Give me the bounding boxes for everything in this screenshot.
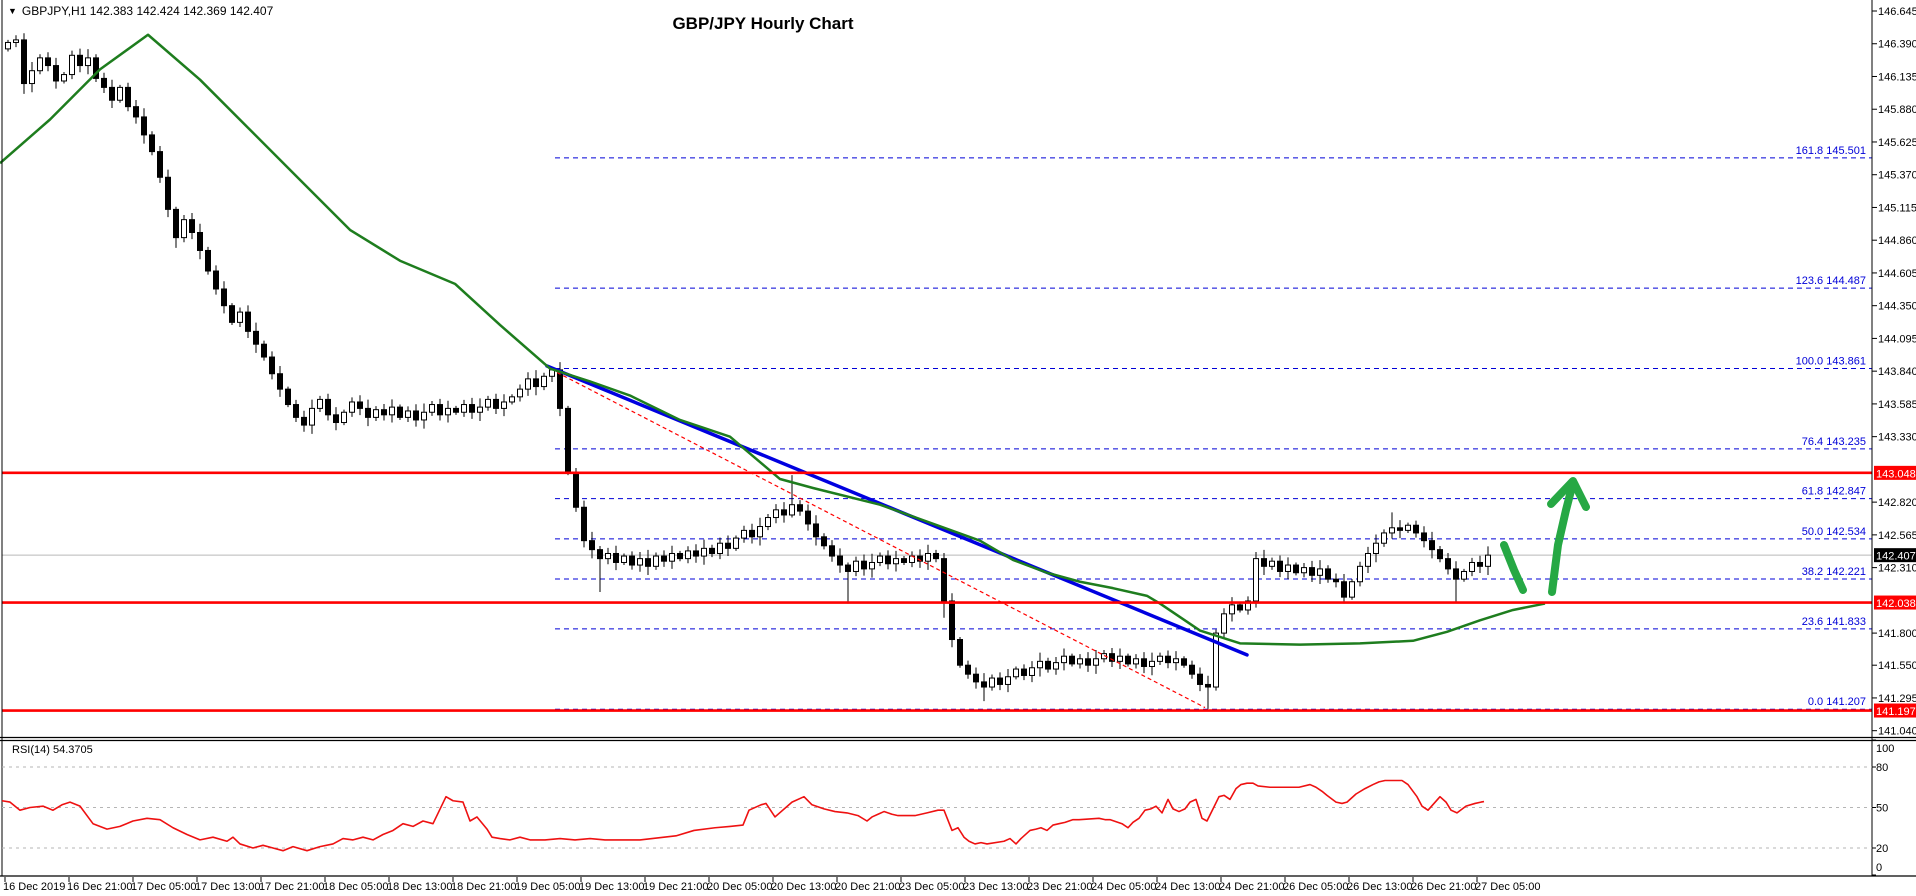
moving-average-line[interactable] bbox=[0, 33, 1546, 646]
rsi-axis-label: 50 bbox=[1876, 803, 1888, 815]
price-axis-label: 145.625 bbox=[1878, 137, 1916, 149]
date-axis-label: 17 Dec 21:00 bbox=[259, 881, 324, 893]
price-axis-label: 144.860 bbox=[1878, 235, 1916, 247]
price-axis-label: 143.330 bbox=[1878, 432, 1916, 444]
candles-layer bbox=[5, 33, 1491, 709]
date-axis-label: 27 Dec 05:00 bbox=[1475, 881, 1540, 893]
price-badge-level: 141.197 bbox=[1876, 706, 1916, 718]
price-axis-label: 146.135 bbox=[1878, 71, 1916, 83]
price-axis-label: 146.645 bbox=[1878, 6, 1916, 18]
rsi-axis-label: 80 bbox=[1876, 762, 1888, 774]
symbol-quote-text: GBPJPY,H1 142.383 142.424 142.369 142.40… bbox=[21, 4, 274, 18]
price-axis-label: 145.370 bbox=[1878, 170, 1916, 182]
date-axis-label: 20 Dec 05:00 bbox=[707, 881, 772, 893]
date-axis-label: 18 Dec 05:00 bbox=[323, 881, 388, 893]
date-axis-label: 24 Dec 05:00 bbox=[1091, 881, 1156, 893]
date-axis-label: 19 Dec 05:00 bbox=[515, 881, 580, 893]
date-axis-label: 19 Dec 13:00 bbox=[579, 881, 644, 893]
symbol-quote-line: ▼ GBPJPY,H1 142.383 142.424 142.369 142.4… bbox=[8, 4, 273, 18]
fib-level-label-76.4: 76.4 143.235 bbox=[1802, 436, 1866, 448]
date-axis-label: 23 Dec 05:00 bbox=[899, 881, 964, 893]
price-axis-label: 141.800 bbox=[1878, 628, 1916, 640]
price-badge-current-bg bbox=[1874, 548, 1916, 563]
price-axis-label: 142.820 bbox=[1878, 497, 1916, 509]
date-axis-label: 16 Dec 21:00 bbox=[67, 881, 132, 893]
date-axis-label: 26 Dec 21:00 bbox=[1411, 881, 1476, 893]
rsi-axis-label: 100 bbox=[1876, 743, 1894, 755]
date-axis-label: 18 Dec 13:00 bbox=[387, 881, 452, 893]
date-axis-label: 20 Dec 13:00 bbox=[771, 881, 836, 893]
rsi-indicator-label: RSI(14) 54.3705 bbox=[12, 744, 93, 756]
date-axis-label: 18 Dec 21:00 bbox=[451, 881, 516, 893]
fib-level-label-100.0: 100.0 143.861 bbox=[1796, 355, 1866, 367]
price-badge-level-bg bbox=[1874, 703, 1916, 718]
price-axis-label: 144.350 bbox=[1878, 301, 1916, 313]
chart-title: GBP/JPY Hourly Chart bbox=[672, 14, 854, 33]
price-badge-level: 143.048 bbox=[1876, 468, 1916, 480]
fib-level-label-0.0: 0.0 141.207 bbox=[1808, 696, 1866, 708]
date-axis-label: 17 Dec 13:00 bbox=[195, 881, 260, 893]
hand-drawn-slash-mark[interactable] bbox=[1500, 541, 1527, 594]
price-badge-current: 142.407 bbox=[1876, 551, 1916, 563]
fib-level-label-23.6: 23.6 141.833 bbox=[1802, 616, 1866, 628]
symbol-expand-icon[interactable]: ▼ bbox=[8, 6, 17, 16]
price-axis-label: 143.585 bbox=[1878, 399, 1916, 411]
price-axis-label: 142.565 bbox=[1878, 530, 1916, 542]
rsi-line bbox=[1, 779, 1485, 852]
fib-level-label-61.8: 61.8 142.847 bbox=[1802, 486, 1866, 498]
hand-drawn-up-arrow-shaft[interactable] bbox=[1548, 479, 1577, 596]
rsi-axis-label: 20 bbox=[1876, 843, 1888, 855]
price-axis-label: 144.605 bbox=[1878, 268, 1916, 280]
fib-level-label-38.2: 38.2 142.221 bbox=[1802, 566, 1866, 578]
price-badge-level-bg bbox=[1874, 465, 1916, 480]
date-axis-label: 17 Dec 05:00 bbox=[131, 881, 196, 893]
date-axis-label: 24 Dec 21:00 bbox=[1219, 881, 1284, 893]
date-axis-label: 23 Dec 13:00 bbox=[963, 881, 1028, 893]
date-axis-label: 26 Dec 05:00 bbox=[1283, 881, 1348, 893]
fib-level-label-50.0: 50.0 142.534 bbox=[1802, 526, 1866, 538]
price-axis-label: 141.550 bbox=[1878, 660, 1916, 672]
descending-dashed-trendline[interactable] bbox=[556, 371, 1206, 709]
rsi-axis-label: 0 bbox=[1876, 862, 1882, 874]
price-badge-level: 142.038 bbox=[1876, 598, 1916, 610]
fib-level-label-123.6: 123.6 144.487 bbox=[1796, 275, 1866, 287]
date-axis-label: 23 Dec 21:00 bbox=[1027, 881, 1092, 893]
price-axis-label: 141.040 bbox=[1878, 726, 1916, 738]
hand-drawn-up-arrow-head[interactable] bbox=[1547, 477, 1590, 511]
date-axis-label: 24 Dec 13:00 bbox=[1155, 881, 1220, 893]
price-axis-label: 143.840 bbox=[1878, 366, 1916, 378]
price-axis-label: 144.095 bbox=[1878, 333, 1916, 345]
price-axis-label: 142.310 bbox=[1878, 563, 1916, 575]
date-axis-label: 19 Dec 21:00 bbox=[643, 881, 708, 893]
price-axis-label: 141.295 bbox=[1878, 693, 1916, 705]
price-axis-label: 146.390 bbox=[1878, 39, 1916, 51]
price-axis-label: 145.880 bbox=[1878, 104, 1916, 116]
price-badge-level-bg bbox=[1874, 595, 1916, 610]
date-axis-label: 26 Dec 13:00 bbox=[1347, 881, 1412, 893]
date-axis-label: 20 Dec 21:00 bbox=[835, 881, 900, 893]
fib-level-label-161.8: 161.8 145.501 bbox=[1796, 145, 1866, 157]
date-axis-label: 16 Dec 2019 bbox=[3, 881, 65, 893]
price-axis-label: 145.115 bbox=[1878, 202, 1916, 214]
